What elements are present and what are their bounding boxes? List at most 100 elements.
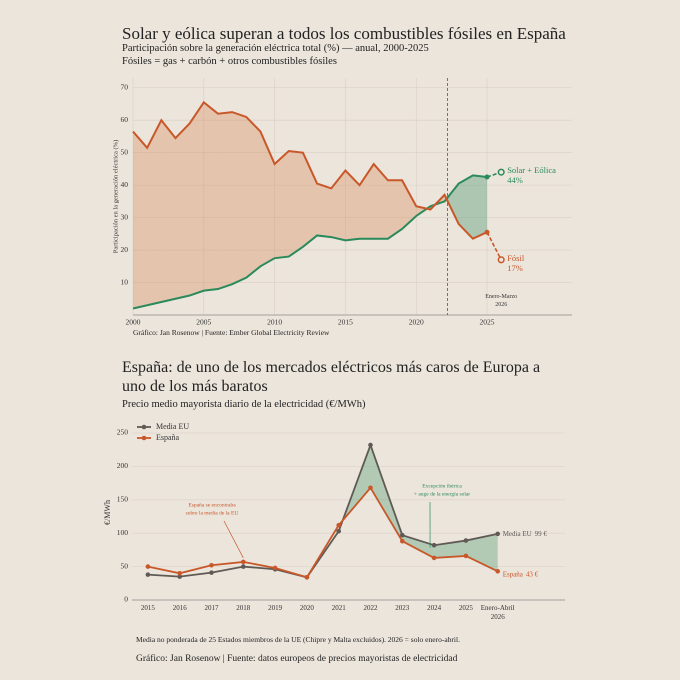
area-fill xyxy=(288,151,303,257)
y-axis-label: €/MWh xyxy=(103,500,112,525)
area-fill xyxy=(317,183,332,238)
x-tick-label: 2020 xyxy=(409,318,424,327)
area-fill xyxy=(402,535,435,558)
y-tick-label: 40 xyxy=(121,180,129,189)
area-fill xyxy=(133,131,148,309)
area-fill xyxy=(203,102,218,291)
annotation: + auge de la energía solar xyxy=(414,491,470,497)
point xyxy=(209,562,214,568)
x-tick-label: 2019 xyxy=(268,604,283,612)
area-fill xyxy=(232,112,247,285)
x-tick-label: 2017 xyxy=(205,604,220,612)
legend-label: Media EU xyxy=(156,422,189,431)
legend-swatch xyxy=(141,435,147,441)
y-tick-label: 30 xyxy=(121,212,129,221)
point xyxy=(400,532,405,538)
point xyxy=(241,559,246,565)
area-fill xyxy=(402,180,417,229)
y-tick-label: 50 xyxy=(121,561,129,570)
point xyxy=(484,229,490,235)
end-label: Media EU 99 € xyxy=(503,529,548,537)
area-fill xyxy=(246,116,261,278)
x-tick-label: Enero-Abril 2026 xyxy=(481,604,515,621)
annotation-arrow xyxy=(223,520,244,559)
point xyxy=(495,568,501,574)
area-fill xyxy=(217,112,233,290)
area-fill xyxy=(147,120,162,306)
line xyxy=(147,486,499,579)
end-label: España 43 € xyxy=(503,570,539,578)
point xyxy=(463,553,469,559)
point xyxy=(177,574,182,579)
x-tick-label: 2025 xyxy=(480,318,495,327)
y-tick-label: 250 xyxy=(117,428,129,437)
y-tick-label: 70 xyxy=(121,82,129,91)
area-fill xyxy=(373,164,388,239)
x-tick-label: 2021 xyxy=(332,604,347,612)
annotation: Enero-Marzo 2026 xyxy=(485,294,517,308)
series-label: Solar + Eólica xyxy=(507,165,556,175)
x-tick-label: 2005 xyxy=(196,318,211,327)
series-label: Fósil xyxy=(507,253,525,263)
point xyxy=(497,256,505,264)
point xyxy=(145,564,151,569)
area-fill xyxy=(274,151,289,259)
x-tick-label: 2023 xyxy=(395,604,410,612)
point xyxy=(241,564,246,569)
point xyxy=(497,168,505,176)
x-tick-label: 2018 xyxy=(236,604,251,612)
point xyxy=(209,570,214,575)
x-tick-label: 2016 xyxy=(173,604,188,612)
point xyxy=(304,574,310,580)
point xyxy=(463,538,469,543)
annotation: España se encontraba xyxy=(188,502,236,508)
y-tick-label: 200 xyxy=(117,461,129,470)
x-tick-label: 2024 xyxy=(427,604,442,612)
area-fill xyxy=(345,170,360,241)
line xyxy=(132,174,488,310)
x-tick-label: 2022 xyxy=(364,604,379,612)
chart-subtitle: Fósiles = gas + carbón + otros combustib… xyxy=(122,56,337,67)
area-fill xyxy=(331,170,346,241)
chart-subtitle: Precio medio mayorista diario de la elec… xyxy=(122,399,366,410)
note: Media no ponderada de 25 Estados miembro… xyxy=(136,635,460,644)
y-tick-label: 50 xyxy=(121,147,129,156)
annotation: Excepción ibérica xyxy=(422,483,462,489)
value-label: 99 € xyxy=(535,529,548,537)
value-label: 17% xyxy=(507,263,523,273)
x-tick-label: 2010 xyxy=(267,318,282,327)
area-fill xyxy=(387,180,403,239)
x-tick-label: 2020 xyxy=(300,604,315,612)
y-tick-label: 60 xyxy=(121,115,129,124)
point xyxy=(368,485,373,491)
y-tick-label: 0 xyxy=(124,595,128,604)
point xyxy=(145,572,151,577)
annotation: sobre la media de la EU xyxy=(186,510,239,516)
x-tick-label: 2015 xyxy=(338,318,353,327)
line xyxy=(147,442,498,579)
area-fill xyxy=(161,120,176,303)
legend-label: España xyxy=(156,433,180,442)
line-dashed xyxy=(486,231,502,261)
line xyxy=(132,100,488,240)
point xyxy=(495,531,501,537)
y-tick-label: 10 xyxy=(121,277,129,286)
point xyxy=(336,528,342,534)
value-label: 44% xyxy=(507,175,523,185)
chart-title: Solar y eólica superan a todos los combu… xyxy=(122,24,566,43)
series-label: Media EU xyxy=(503,529,532,537)
source: Gráfico: Jan Rosenow | Fuente: datos eur… xyxy=(136,654,458,664)
y-axis-label: Participación en la generación eléctrica… xyxy=(112,140,119,254)
area-fill xyxy=(458,175,473,239)
point xyxy=(272,565,278,571)
value-label: 43 € xyxy=(526,570,539,578)
x-tick-label: 2000 xyxy=(126,318,141,327)
x-tick-label: 2015 xyxy=(141,604,156,612)
series-label: España xyxy=(503,570,524,578)
source: Gráfico: Jan Rosenow | Fuente: Ember Glo… xyxy=(133,328,330,337)
y-tick-label: 20 xyxy=(121,245,129,254)
point xyxy=(336,522,342,528)
x-tick-label: 2025 xyxy=(459,604,474,612)
